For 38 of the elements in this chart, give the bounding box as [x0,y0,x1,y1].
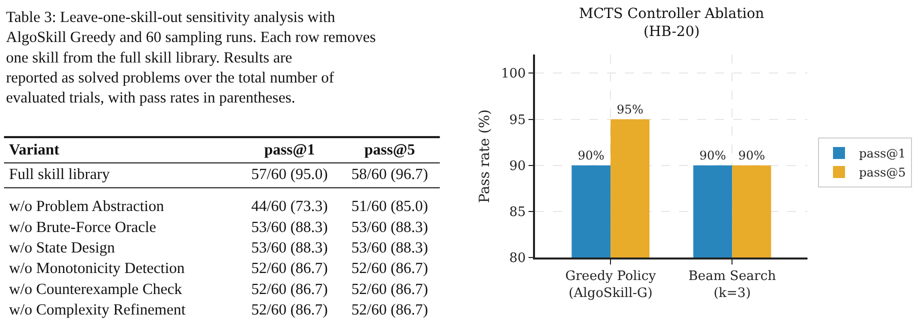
text: 52/60 (86.7) [351,260,428,278]
y-axis-title: Pass rate (%) [477,109,494,203]
text: 57/60 (95.0) [251,166,328,184]
text: 44/60 (73.3) [251,198,328,216]
text: 51/60 (85.0) [351,198,428,216]
text: 53/60 (88.3) [251,240,328,257]
text: 53/60 (88.3) [251,218,328,236]
chart-title: Table 3: Leave-one-skill-out sensitivity analysis with AlgoSkill Greedy and 60 sampling runs. Each row removes one skill from the full skill library. Results are reported as solved problems over the total number of evaluated trials, with pass rates in parentheses. [6,9,376,107]
text: 52/60 (86.7) [251,280,328,298]
data-label: 90% [699,148,726,162]
data-label: 90% [578,148,604,162]
y-tick-label: 85 [509,205,526,220]
chart-title: MCTS Controller Ablation [579,6,764,22]
y-tick-label: 100 [501,66,526,82]
y-tick-label: w/o Counterexample Check [9,280,182,298]
text: 52/60 (86.7) [251,260,328,278]
y-tick-label: 95 [509,112,526,128]
chart-subtitle: (HB-20) [643,24,700,40]
x-tick-label: Beam Search (k=3) [688,268,777,301]
text: 53/60 (88.3) [351,218,428,236]
data-label: 90% [738,148,765,162]
y-axis-title: Variant [9,141,60,158]
text: 52/60 (86.7) [251,302,328,319]
y-tick-label: w/o Brute-Force Oracle [9,218,156,236]
y-tick-label: w/o Complexity Refinement [9,302,186,319]
y-tick-label: w/o Problem Abstraction [9,198,164,216]
y-tick-label: Full skill library [9,166,110,184]
text: 52/60 (86.7) [351,302,428,319]
x-tick-label: Greedy Policy (AlgoSkill-G) [565,268,657,301]
y-tick-label: w/o State Design [9,240,116,257]
y-tick-label: 80 [509,251,526,266]
y-tick-label: w/o Monotonicity Detection [9,260,185,278]
legend-label: pass@5 [859,166,906,180]
text: 58/60 (96.7) [351,166,428,184]
text: 52/60 (86.7) [351,280,428,298]
y-tick-label: 90 [509,158,526,174]
text: 53/60 (88.3) [351,240,428,257]
data-label: 95% [616,102,644,116]
